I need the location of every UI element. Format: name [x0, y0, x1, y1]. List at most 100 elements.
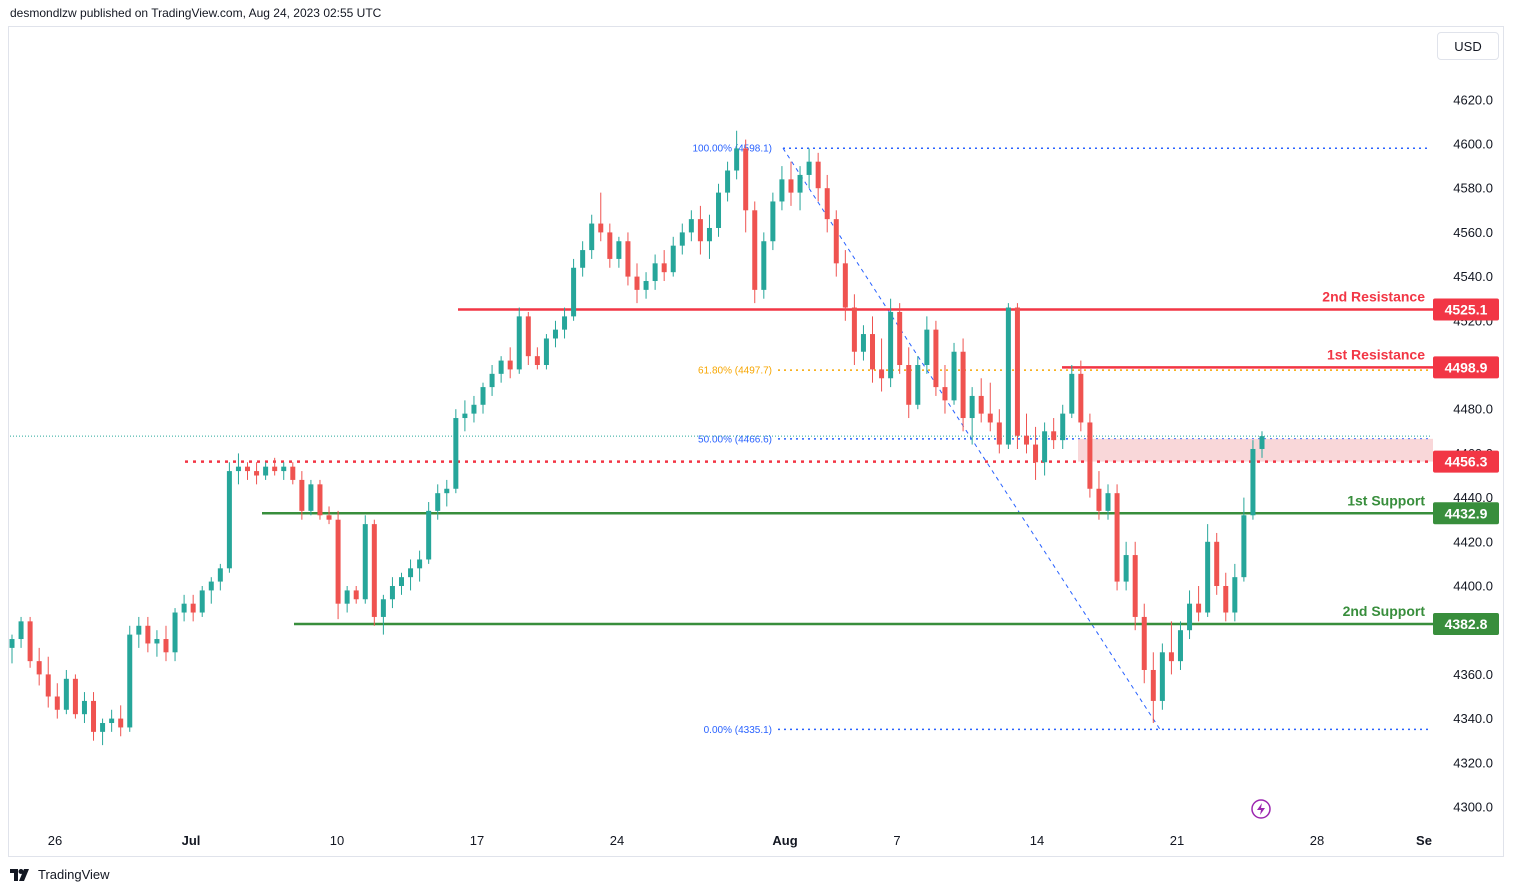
candle-body	[408, 568, 414, 578]
candle-body	[462, 413, 468, 419]
candle-body	[725, 170, 731, 193]
candle-body	[81, 700, 87, 715]
candle-body	[607, 232, 613, 259]
y-tick-label: 4420.0	[1453, 534, 1493, 549]
candle-body	[1105, 493, 1111, 511]
candle-body	[380, 599, 386, 617]
candle-body	[996, 422, 1002, 445]
level-price-box	[1433, 450, 1499, 473]
candle-body	[842, 263, 848, 308]
candle-body	[1033, 444, 1039, 463]
candle-body	[1168, 652, 1174, 662]
candle-body	[580, 250, 586, 268]
candle-body	[272, 466, 278, 472]
x-tick-label: 21	[1170, 833, 1184, 848]
candle-body	[706, 227, 712, 242]
candle-body	[761, 241, 767, 290]
level-price-label: 4525.1	[1445, 302, 1488, 318]
level-price-label: 4382.8	[1445, 616, 1488, 632]
candle-body	[571, 267, 577, 317]
candle-body	[824, 188, 830, 220]
y-tick-label: 4300.0	[1453, 800, 1493, 815]
candle-body	[344, 590, 350, 604]
candle-body	[987, 413, 993, 423]
tradingview-footer[interactable]: TradingView	[10, 867, 110, 882]
x-tick-label: 10	[330, 833, 344, 848]
candle-body	[743, 148, 749, 211]
candle-body	[226, 471, 232, 569]
candle-body	[417, 559, 423, 569]
tradingview-logo-icon	[10, 868, 29, 881]
candle-body	[552, 329, 558, 339]
y-tick-label: 4400.0	[1453, 579, 1493, 594]
level-price-label: 4498.9	[1445, 359, 1488, 375]
candle-body	[1087, 422, 1093, 489]
candle-body	[815, 161, 821, 189]
candle-body	[389, 586, 395, 600]
currency-button[interactable]: USD	[1437, 32, 1499, 60]
support-resistance-levels[interactable]	[185, 308, 1433, 626]
time-axis[interactable]: 26 Jul 10 17 24 Aug 7 14 21 28 Se	[48, 833, 1432, 848]
candle-body	[444, 488, 450, 494]
level-labels: 4525.1 2nd Resistance 4498.9 1st Resistance…	[1322, 289, 1499, 636]
candle-body	[208, 581, 214, 591]
y-tick-label: 4340.0	[1453, 711, 1493, 726]
candle-body	[1223, 586, 1229, 613]
candle-body	[235, 466, 241, 472]
level-name-label: 1st Resistance	[1327, 346, 1425, 362]
candle-body	[1005, 307, 1011, 445]
candle-body	[589, 223, 595, 251]
candle-body	[154, 639, 160, 644]
candle-body	[897, 311, 903, 365]
candle-body	[36, 661, 42, 675]
candle-body	[598, 223, 604, 233]
candle-body	[1042, 431, 1048, 463]
candle-body	[1141, 616, 1147, 670]
candle-body	[471, 404, 477, 414]
candle-body	[525, 316, 531, 357]
candle-body	[1023, 435, 1029, 445]
candle-body	[290, 466, 296, 480]
candle-body	[1123, 555, 1129, 582]
candle-body	[109, 718, 115, 724]
candle-body	[679, 232, 685, 246]
level-price-box	[1433, 356, 1499, 379]
fib-level-label: 100.00% (4598.1)	[692, 144, 772, 155]
candle-body	[1205, 541, 1211, 613]
candle-body	[498, 360, 504, 374]
candle-body	[1187, 603, 1193, 631]
tradingview-logo-text: TradingView	[38, 867, 110, 882]
candle-body	[1232, 577, 1238, 613]
level-price-label: 4456.3	[1445, 454, 1488, 470]
x-tick-label: 7	[893, 833, 900, 848]
x-tick-label: 17	[470, 833, 484, 848]
candle-body	[516, 316, 522, 370]
x-tick-label: 24	[610, 833, 624, 848]
candle-body	[933, 329, 939, 388]
candle-body	[1114, 493, 1120, 582]
candle-body	[136, 625, 142, 635]
candle-body	[969, 395, 975, 419]
lightning-icon[interactable]	[1251, 799, 1271, 819]
candle-body	[1214, 541, 1220, 586]
candle-body	[960, 351, 966, 419]
candle-body	[562, 316, 568, 330]
candle-body	[1196, 603, 1202, 613]
candle-body	[661, 263, 667, 273]
candle-body	[480, 387, 486, 405]
y-tick-label: 4480.0	[1453, 402, 1493, 417]
resistance-zone-rect	[1078, 438, 1433, 462]
fibonacci-retracement[interactable]: 100.00% (4598.1) 61.80% (4497.7) 50.00% (4…	[10, 144, 1430, 736]
chart-frame	[8, 26, 1504, 857]
candle-body	[335, 519, 341, 604]
candle-body	[72, 678, 78, 715]
y-tick-label: 4580.0	[1453, 181, 1493, 196]
candle-body	[1177, 630, 1183, 662]
candle-body	[63, 678, 69, 710]
level-price-box	[1433, 502, 1499, 525]
candle-body	[924, 329, 930, 365]
x-tick-label: Aug	[772, 833, 797, 848]
candle-body	[779, 179, 785, 202]
x-tick-label: 28	[1310, 833, 1324, 848]
